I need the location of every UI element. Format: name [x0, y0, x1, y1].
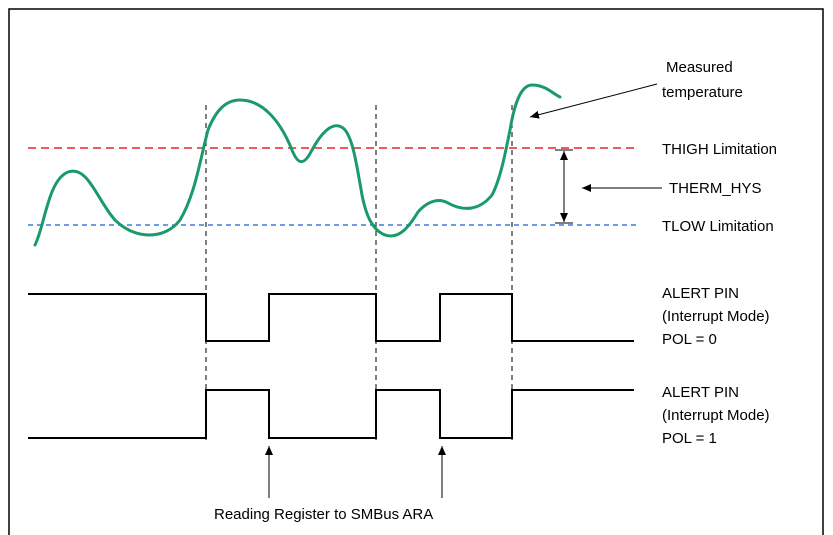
measured-temperature-curve	[35, 85, 560, 245]
alert-pol0-waveform	[28, 294, 634, 341]
alert-pol1-waveform	[28, 390, 634, 438]
alert-pol1-label-line2: (Interrupt Mode)	[662, 407, 770, 424]
tlow-label: TLOW Limitation	[662, 218, 774, 235]
measured-label-line2: temperature	[662, 84, 743, 101]
thigh-label: THIGH Limitation	[662, 141, 777, 158]
therm-hys-label: THERM_HYS	[669, 180, 762, 197]
alert-pol0-label-line3: POL = 0	[662, 331, 717, 348]
alert-pol0-label-line2: (Interrupt Mode)	[662, 308, 770, 325]
alert-pol1-label-line3: POL = 1	[662, 430, 717, 447]
alert-pol0-label-line1: ALERT PIN	[662, 285, 739, 302]
alert-pol1-label-line1: ALERT PIN	[662, 384, 739, 401]
reading-register-label: Reading Register to SMBus ARA	[214, 506, 433, 523]
measured-label-line1: Measured	[666, 59, 733, 76]
